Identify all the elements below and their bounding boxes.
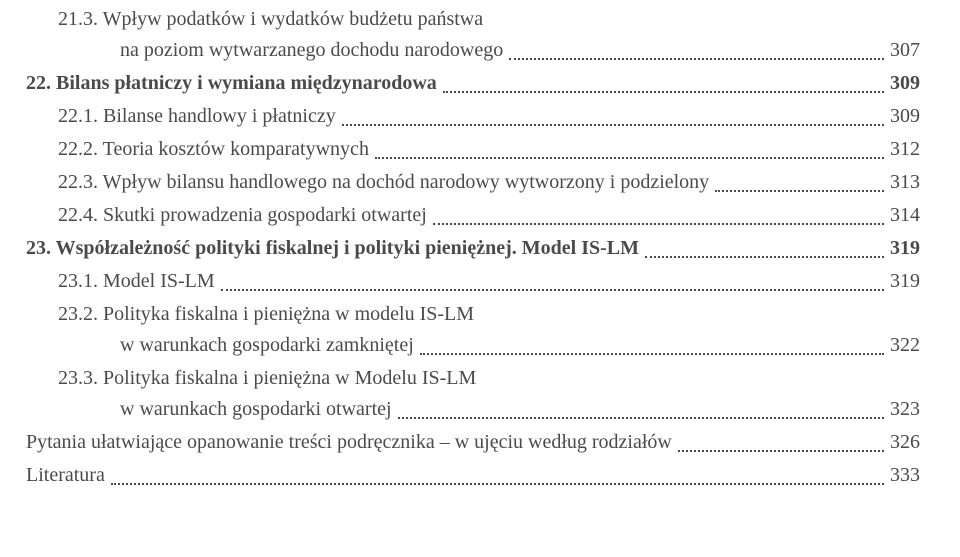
toc-entry: 23.2. Polityka fiskalna i pieniężna w mo… [26,299,920,361]
toc-label: na poziom wytwarzanego dochodu narodoweg… [26,35,503,66]
table-of-contents: 21.3. Wpływ podatków i wydatków budżetu … [26,4,920,491]
toc-entry: 22.1. Bilanse handlowy i płatniczy 309 [26,101,920,132]
toc-entry: Literatura 333 [26,460,920,491]
toc-page-number: 322 [890,330,920,361]
leader-dots [433,223,884,225]
leader-dots [375,157,884,159]
toc-entry: 22.4. Skutki prowadzenia gospodarki otwa… [26,200,920,231]
toc-page-number: 312 [890,134,920,165]
toc-label: 22.1. Bilanse handlowy i płatniczy [26,101,336,132]
toc-label: 21.3. Wpływ podatków i wydatków budżetu … [26,4,920,35]
toc-page-number: 333 [890,460,920,491]
toc-label: w warunkach gospodarki zamkniętej [26,330,414,361]
toc-label: 22.4. Skutki prowadzenia gospodarki otwa… [26,200,427,231]
toc-entry: 23. Współzależność polityki fiskalnej i … [26,233,920,264]
toc-page-number: 309 [890,101,920,132]
leader-dots [678,450,884,452]
toc-label: 22.3. Wpływ bilansu handlowego na dochód… [26,167,709,198]
leader-dots [443,91,884,93]
toc-entry: 22. Bilans płatniczy i wymiana międzynar… [26,68,920,99]
toc-entry: 21.3. Wpływ podatków i wydatków budżetu … [26,4,920,66]
leader-dots [111,483,884,485]
leader-dots [398,417,884,419]
toc-entry: 23.1. Model IS-LM 319 [26,266,920,297]
toc-page-number: 309 [890,68,920,99]
toc-page-number: 323 [890,394,920,425]
leader-dots [420,353,884,355]
toc-label: 23.2. Polityka fiskalna i pieniężna w mo… [26,299,920,330]
toc-entry: 23.3. Polityka fiskalna i pieniężna w Mo… [26,363,920,425]
toc-entry: Pytania ułatwiające opanowanie treści po… [26,427,920,458]
toc-page-number: 319 [890,266,920,297]
toc-entry: 22.2. Teoria kosztów komparatywnych 312 [26,134,920,165]
toc-page-number: 319 [890,233,920,264]
toc-label: Literatura [26,460,105,491]
leader-dots [221,289,884,291]
toc-label: 23. Współzależność polityki fiskalnej i … [26,233,639,264]
toc-label: w warunkach gospodarki otwartej [26,394,392,425]
toc-page-number: 326 [890,427,920,458]
leader-dots [509,58,884,60]
toc-page-number: 313 [890,167,920,198]
toc-label: Pytania ułatwiające opanowanie treści po… [26,427,672,458]
toc-page-number: 307 [890,35,920,66]
leader-dots [342,124,884,126]
leader-dots [645,256,884,258]
toc-label: 23.3. Polityka fiskalna i pieniężna w Mo… [26,363,920,394]
toc-label: 23.1. Model IS-LM [26,266,215,297]
toc-entry: 22.3. Wpływ bilansu handlowego na dochód… [26,167,920,198]
leader-dots [715,190,884,192]
toc-page-number: 314 [890,200,920,231]
toc-label: 22.2. Teoria kosztów komparatywnych [26,134,369,165]
toc-label: 22. Bilans płatniczy i wymiana międzynar… [26,68,437,99]
